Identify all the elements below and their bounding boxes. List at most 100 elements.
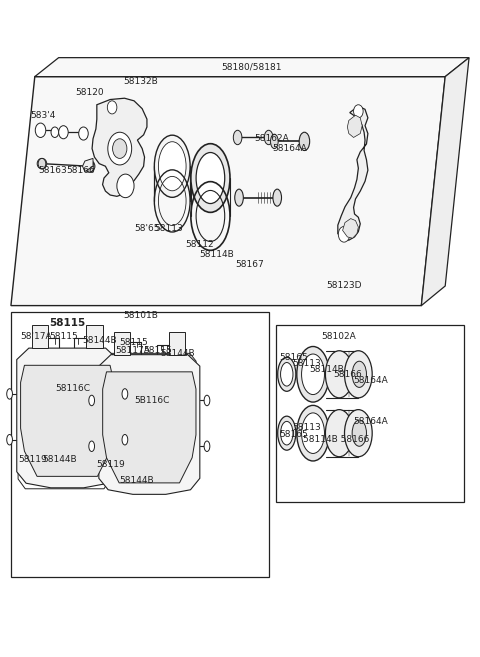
Text: 58114B 58166: 58114B 58166 — [303, 435, 370, 444]
Ellipse shape — [122, 389, 128, 399]
Polygon shape — [338, 106, 368, 240]
Polygon shape — [86, 325, 103, 348]
Text: 58180/58181: 58180/58181 — [221, 62, 281, 72]
Text: 58113: 58113 — [154, 224, 183, 233]
Ellipse shape — [278, 416, 296, 450]
Ellipse shape — [281, 363, 293, 386]
Ellipse shape — [89, 396, 95, 406]
Text: 58165: 58165 — [279, 353, 308, 362]
Ellipse shape — [196, 152, 225, 204]
Ellipse shape — [122, 434, 128, 445]
Ellipse shape — [345, 351, 372, 398]
Text: 58113: 58113 — [292, 424, 321, 432]
Ellipse shape — [37, 158, 47, 169]
Ellipse shape — [191, 144, 230, 212]
Text: 58163: 58163 — [38, 166, 67, 175]
Text: 58116C: 58116C — [55, 384, 90, 393]
Ellipse shape — [325, 351, 353, 398]
Polygon shape — [11, 77, 445, 306]
Text: 58115: 58115 — [49, 318, 85, 328]
Ellipse shape — [301, 354, 324, 395]
Ellipse shape — [233, 130, 242, 145]
Text: 58166: 58166 — [333, 370, 362, 379]
Text: 58'17A: 58'17A — [21, 332, 52, 341]
Ellipse shape — [278, 357, 296, 392]
Circle shape — [79, 127, 88, 140]
Text: 58167: 58167 — [235, 260, 264, 269]
Polygon shape — [92, 98, 147, 196]
Bar — [276, 325, 464, 502]
Ellipse shape — [264, 130, 273, 145]
Ellipse shape — [345, 409, 372, 457]
Polygon shape — [35, 58, 469, 77]
Text: 58164A: 58164A — [354, 417, 388, 426]
Text: 58164A: 58164A — [273, 144, 307, 153]
Ellipse shape — [352, 361, 366, 388]
Ellipse shape — [7, 389, 12, 399]
Text: 58113: 58113 — [292, 359, 321, 369]
Polygon shape — [103, 372, 196, 483]
Text: 58114B: 58114B — [199, 250, 234, 259]
Ellipse shape — [204, 441, 210, 451]
Circle shape — [117, 174, 134, 198]
Polygon shape — [421, 58, 469, 306]
Ellipse shape — [235, 189, 243, 206]
Circle shape — [85, 160, 94, 172]
Polygon shape — [348, 115, 362, 137]
Text: 58165: 58165 — [279, 430, 308, 439]
Ellipse shape — [273, 189, 281, 206]
Ellipse shape — [158, 142, 186, 191]
Text: 58144B: 58144B — [83, 336, 117, 345]
Ellipse shape — [271, 134, 278, 148]
Text: 58101B: 58101B — [123, 311, 158, 320]
Text: 58166: 58166 — [66, 166, 95, 175]
Ellipse shape — [301, 413, 324, 453]
Circle shape — [51, 127, 59, 137]
Polygon shape — [99, 355, 200, 494]
Circle shape — [354, 104, 363, 118]
Text: 58120: 58120 — [75, 89, 104, 97]
Circle shape — [38, 158, 46, 169]
Text: 58'65: 58'65 — [134, 224, 159, 233]
Text: 58112: 58112 — [185, 240, 214, 249]
Polygon shape — [114, 332, 130, 355]
Ellipse shape — [297, 346, 329, 402]
Ellipse shape — [352, 420, 366, 446]
Circle shape — [108, 132, 132, 165]
Text: 58115: 58115 — [49, 332, 78, 341]
Circle shape — [108, 101, 117, 114]
Circle shape — [35, 123, 46, 137]
Circle shape — [338, 227, 350, 242]
Polygon shape — [168, 332, 185, 355]
Circle shape — [113, 139, 127, 158]
Text: 58132B: 58132B — [123, 78, 158, 86]
Polygon shape — [343, 219, 359, 238]
Text: 5B116C: 5B116C — [134, 396, 169, 405]
Text: 58119: 58119 — [18, 455, 47, 464]
Ellipse shape — [299, 132, 310, 150]
Text: 58144B: 58144B — [160, 349, 195, 358]
Ellipse shape — [155, 135, 190, 197]
Circle shape — [59, 125, 68, 139]
Ellipse shape — [7, 434, 12, 445]
Text: 58164A: 58164A — [354, 376, 388, 386]
Text: 58115: 58115 — [144, 346, 172, 355]
Ellipse shape — [281, 421, 293, 445]
Text: 58144B: 58144B — [120, 476, 155, 486]
Ellipse shape — [89, 441, 95, 451]
Text: 58123D: 58123D — [326, 281, 361, 290]
Text: 58102A: 58102A — [321, 332, 356, 341]
Text: 583'4: 583'4 — [30, 112, 55, 120]
Bar — [11, 312, 269, 577]
Text: 58115: 58115 — [120, 338, 148, 348]
Polygon shape — [21, 365, 114, 476]
Polygon shape — [17, 348, 118, 487]
Text: 58117A: 58117A — [115, 346, 150, 355]
Polygon shape — [32, 325, 48, 348]
Ellipse shape — [325, 409, 353, 457]
Ellipse shape — [204, 396, 210, 406]
Text: 58114B: 58114B — [309, 365, 344, 374]
Ellipse shape — [84, 160, 95, 172]
Text: 58119: 58119 — [96, 460, 125, 469]
Text: 58144B: 58144B — [42, 455, 77, 464]
